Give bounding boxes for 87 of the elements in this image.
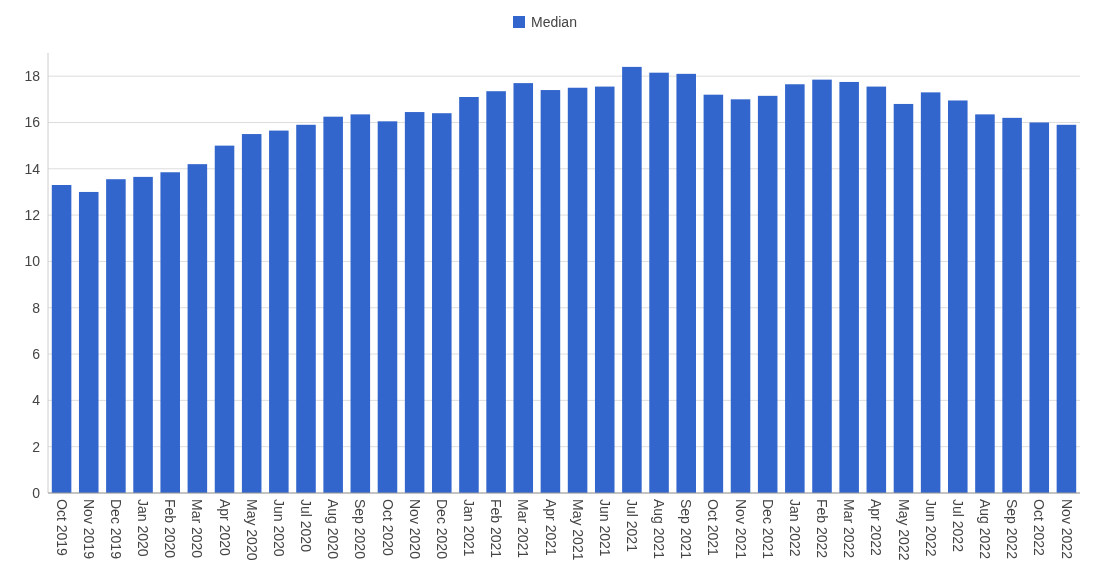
x-tick-label: Oct 2020 (379, 499, 396, 557)
x-tick-label: Apr 2021 (542, 499, 559, 557)
bar (350, 114, 371, 493)
x-tick-label: Feb 2021 (488, 499, 505, 559)
x-tick-label: Mar 2022 (841, 499, 858, 559)
bar (812, 79, 832, 493)
x-tick-label: Feb 2020 (162, 499, 179, 559)
bar (540, 90, 561, 493)
bar (486, 91, 506, 493)
bar (296, 124, 316, 493)
x-tick-label: Jul 2022 (949, 499, 966, 553)
bar (323, 116, 343, 493)
x-tick-label: Jan 2020 (135, 499, 152, 557)
x-tick-label: Nov 2019 (80, 499, 97, 560)
x-tick-label: Jun 2021 (596, 499, 613, 557)
bar (975, 114, 995, 493)
bar (757, 95, 778, 493)
legend-label: Median (531, 13, 577, 30)
x-tick-label: Dec 2020 (433, 499, 450, 560)
x-tick-label: May 2021 (569, 499, 586, 561)
x-tick-label: Aug 2022 (977, 499, 994, 560)
x-tick-label: Nov 2021 (732, 499, 749, 560)
bar (948, 100, 968, 493)
bar (377, 121, 398, 493)
x-tick-label: Aug 2021 (651, 499, 668, 560)
x-tick-label: May 2022 (895, 499, 912, 561)
bar (785, 84, 805, 493)
x-tick-label: Jun 2020 (270, 499, 287, 557)
x-tick-label: Aug 2020 (325, 499, 342, 560)
x-tick-label: May 2020 (243, 499, 260, 561)
x-tick-label: Dec 2021 (759, 499, 776, 560)
x-tick-label: Mar 2020 (189, 499, 206, 559)
bar (1029, 122, 1050, 493)
y-tick-label: 16 (24, 114, 41, 131)
x-tick-label: Jul 2020 (298, 499, 315, 553)
bar (78, 191, 99, 493)
y-tick-label: 0 (32, 484, 41, 501)
bar (893, 103, 914, 493)
x-tick-label: Mar 2021 (515, 499, 532, 559)
x-tick-label: Sep 2022 (1004, 499, 1021, 560)
bar (730, 99, 751, 493)
bar (432, 113, 452, 493)
bar (839, 81, 859, 493)
x-tick-label: Jan 2022 (786, 499, 803, 557)
bar (866, 86, 887, 493)
bar (133, 176, 153, 493)
bar (459, 97, 479, 493)
x-tick-label: Jun 2022 (922, 499, 939, 557)
bar (187, 164, 208, 493)
bar (676, 73, 696, 493)
y-tick-label: 6 (32, 345, 41, 362)
x-tick-label: Sep 2020 (352, 499, 369, 560)
bar (241, 134, 262, 493)
bar (622, 66, 642, 493)
bar (1002, 117, 1022, 493)
bar (214, 145, 235, 493)
x-tick-label: Nov 2022 (1058, 499, 1075, 560)
bar (513, 83, 534, 493)
bar (160, 172, 180, 493)
y-tick-label: 12 (24, 207, 41, 224)
x-tick-label: Feb 2022 (814, 499, 831, 559)
bar (703, 94, 724, 493)
bar (269, 130, 289, 493)
x-tick-label: Oct 2021 (705, 499, 722, 557)
y-tick-label: 8 (32, 299, 41, 316)
x-tick-label: Nov 2020 (406, 499, 423, 560)
bar (51, 185, 72, 493)
bar (106, 179, 126, 493)
x-tick-label: Oct 2022 (1031, 499, 1048, 557)
x-tick-label: Dec 2019 (107, 499, 124, 560)
x-tick-label: Sep 2021 (678, 499, 695, 560)
bar (567, 87, 588, 493)
y-tick-label: 4 (32, 392, 41, 409)
y-tick-label: 10 (24, 253, 41, 270)
x-tick-label: Apr 2020 (216, 499, 233, 557)
bar (649, 72, 669, 493)
y-tick-label: 14 (24, 160, 41, 177)
bar (594, 86, 615, 493)
x-tick-label: Oct 2019 (53, 499, 70, 557)
bar (404, 112, 425, 493)
y-tick-label: 2 (32, 438, 41, 455)
x-tick-label: Jan 2021 (461, 499, 478, 557)
bar (920, 92, 941, 493)
x-tick-label: Apr 2022 (868, 499, 885, 557)
y-tick-label: 18 (24, 68, 41, 85)
bar (1056, 124, 1077, 493)
x-tick-label: Jul 2021 (623, 499, 640, 553)
